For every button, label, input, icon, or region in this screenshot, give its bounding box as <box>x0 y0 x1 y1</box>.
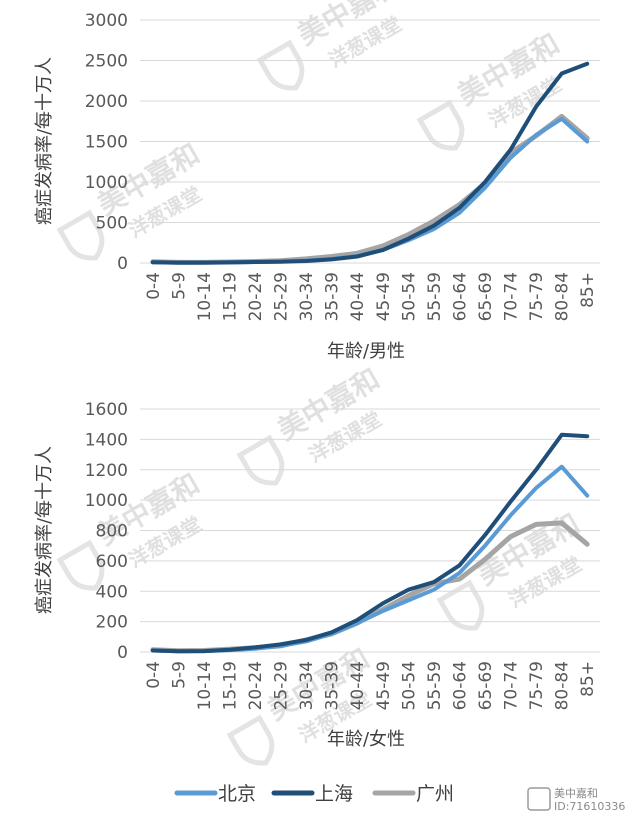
male-y-tick-label: 500 <box>96 214 128 234</box>
female-y-tick-label: 200 <box>96 613 128 633</box>
female-x-tick-label: 80-84 <box>553 661 573 710</box>
male-y-tick-label: 3000 <box>85 11 128 31</box>
corner-brand-text: 美中嘉和 <box>554 786 598 800</box>
female-x-tick-label: 40-44 <box>348 661 368 710</box>
female-x-tick-label: 70-74 <box>502 661 522 710</box>
female-y-tick-label: 1000 <box>85 491 128 511</box>
male-x-tick-label: 55-59 <box>425 272 445 321</box>
legend-item-shanghai: 上海 <box>271 783 353 805</box>
male-x-tick-label: 65-69 <box>476 272 496 321</box>
legend-label-guangzhou: 广州 <box>416 783 454 805</box>
male-x-tick-label: 40-44 <box>348 272 368 321</box>
female-x-tick-label: 85+ <box>578 661 598 697</box>
male-x-tick-label: 30-34 <box>297 272 317 321</box>
female-x-axis-title: 年龄/女性 <box>327 729 405 750</box>
male-series-line-shanghai <box>150 61 590 265</box>
male-x-tick-label: 35-39 <box>323 272 343 321</box>
male-y-tick-label: 1000 <box>85 173 128 193</box>
female-x-tick-label: 35-39 <box>323 661 343 710</box>
female-x-tick-label: 65-69 <box>476 661 496 710</box>
male-x-tick-label: 0-4 <box>144 272 164 300</box>
male-y-tick-label: 2000 <box>85 92 128 112</box>
female-y-tick-label: 1600 <box>85 400 128 420</box>
female-x-tick-label: 10-14 <box>195 661 215 710</box>
male-x-tick-label: 15-19 <box>220 272 240 321</box>
female-x-tick-label: 0-4 <box>144 661 164 689</box>
legend-label-beijing: 北京 <box>218 783 256 805</box>
male-x-tick-label: 45-49 <box>374 272 394 321</box>
watermark-shield-icon <box>416 99 465 151</box>
watermark-shield-icon <box>256 39 305 91</box>
female-x-tick-label: 45-49 <box>374 661 394 710</box>
male-x-tick-label: 50-54 <box>399 272 419 321</box>
female-chart: 0 200 400 600 800 1000 1200 1400 1600 0-4 5-9 10-14… <box>85 400 600 710</box>
female-y-tick-label: 600 <box>96 552 128 572</box>
corner-stamp: 美中嘉和 ID:71610336 <box>527 786 625 813</box>
female-y-tick-label: 1200 <box>85 461 128 481</box>
female-y-tick-label: 400 <box>96 582 128 602</box>
male-series-line-beijing <box>150 116 590 265</box>
female-x-tick-label: 75-79 <box>527 661 547 710</box>
female-x-tick-label: 20-24 <box>246 661 266 710</box>
female-x-tick-label: 55-59 <box>425 661 445 710</box>
male-x-tick-label: 80-84 <box>553 272 573 321</box>
male-series-line-guangzhou <box>150 113 590 265</box>
corner-id-text: ID:71610336 <box>554 800 625 813</box>
male-x-tick-label: 5-9 <box>169 272 189 300</box>
watermark-shield-icon <box>226 714 275 766</box>
male-y-axis-title: 癌症发病率/每十万人 <box>34 57 55 225</box>
legend-item-guangzhou: 广州 <box>372 783 454 805</box>
male-x-tick-label: 75-79 <box>527 272 547 321</box>
male-x-tick-label: 10-14 <box>195 272 215 321</box>
legend: 北京 上海 广州 <box>174 783 454 805</box>
male-x-tick-label: 60-64 <box>450 272 470 321</box>
male-x-tick-label: 20-24 <box>246 272 266 321</box>
male-chart: 0 500 1000 1500 2000 2500 3000 0-4 5-9 10-14 15-19… <box>85 11 600 321</box>
corner-logo-icon <box>527 787 551 811</box>
watermark-shield-icon <box>56 539 105 591</box>
watermark-shield-icon <box>56 209 105 261</box>
female-x-tick-label: 5-9 <box>169 661 189 689</box>
female-x-tick-label: 50-54 <box>399 661 419 710</box>
female-series-line-shanghai <box>150 432 590 654</box>
male-x-tick-label: 70-74 <box>502 272 522 321</box>
female-x-tick-label: 25-29 <box>272 661 292 710</box>
legend-label-shanghai: 上海 <box>315 783 353 805</box>
male-x-axis-title: 年龄/男性 <box>327 341 405 362</box>
male-x-tick-label: 25-29 <box>272 272 292 321</box>
female-x-tick-label: 15-19 <box>220 661 240 710</box>
watermark-layer: 美中嘉和洋葱课堂美中嘉和洋葱课堂美中嘉和洋葱课堂美中嘉和洋葱课堂美中嘉和洋葱课堂… <box>56 0 586 766</box>
female-x-tick-label: 60-64 <box>450 661 470 710</box>
male-y-tick-label: 0 <box>117 254 128 274</box>
male-x-tick-label: 85+ <box>578 272 598 308</box>
watermark-shield-icon <box>236 434 285 486</box>
female-y-tick-label: 0 <box>117 643 128 663</box>
watermark-shield-icon <box>436 579 485 631</box>
legend-item-beijing: 北京 <box>174 783 256 805</box>
female-y-tick-label: 800 <box>96 522 128 542</box>
male-y-tick-label: 1500 <box>85 133 128 153</box>
female-x-tick-label: 30-34 <box>297 661 317 710</box>
female-y-tick-label: 1400 <box>85 430 128 450</box>
female-y-axis-title: 癌症发病率/每十万人 <box>34 446 55 614</box>
male-y-tick-label: 2500 <box>85 52 128 72</box>
